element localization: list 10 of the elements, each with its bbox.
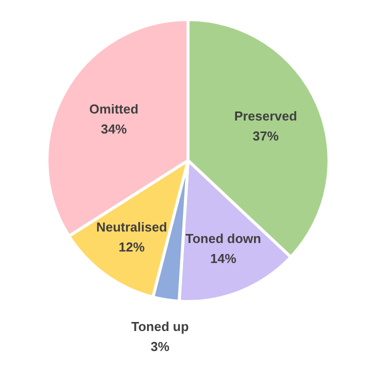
slice-label: Toned up — [131, 318, 189, 334]
slice-label: Omitted — [89, 101, 138, 116]
slice-label: Toned down — [186, 231, 262, 246]
data-label: 37% — [252, 128, 280, 144]
data-label: 3% — [150, 338, 170, 354]
slice-label: Preserved — [234, 108, 298, 124]
data-label: 12% — [118, 240, 146, 255]
data-label: 14% — [210, 251, 237, 266]
slice-label: Neutralised — [96, 220, 168, 235]
data-label: 34% — [100, 121, 128, 136]
